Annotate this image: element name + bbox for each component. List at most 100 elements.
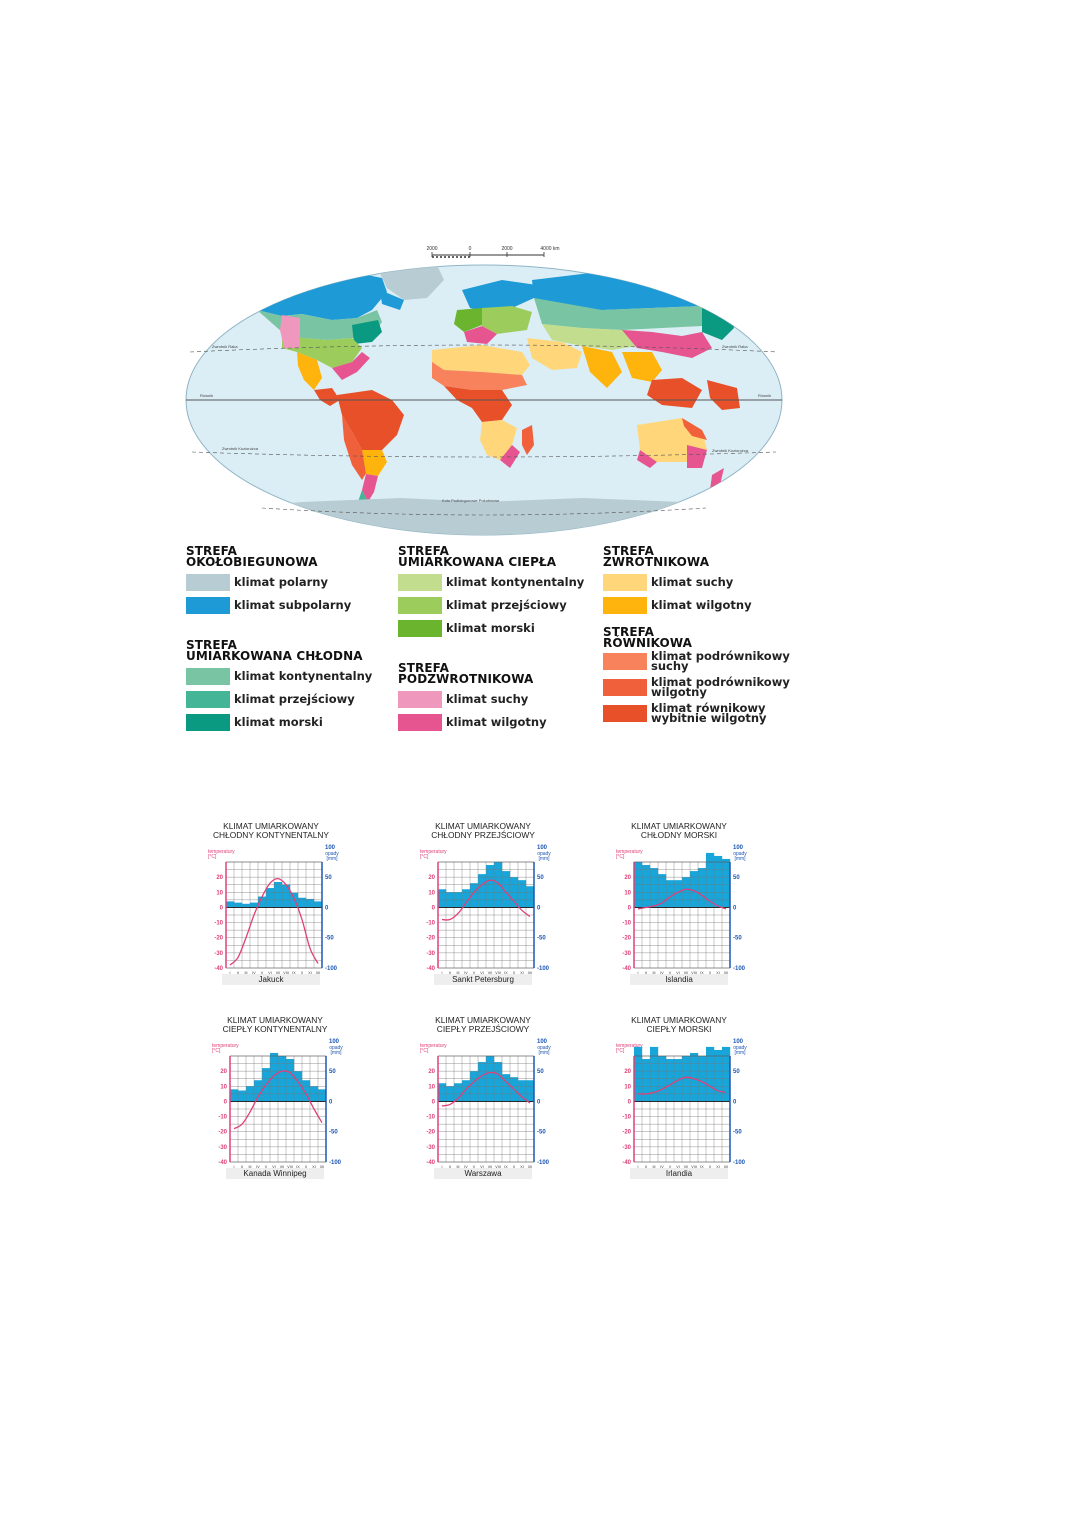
month-label: IX [292, 971, 296, 975]
month-label: IV [464, 971, 468, 975]
legend-item-ciep-przejsciowy: klimat przejściowy [398, 596, 584, 614]
precip-axis-unit: [mm] [330, 1050, 342, 1056]
month-label: XII [320, 1165, 324, 1169]
legend-label: klimat kontynentalny [234, 669, 373, 683]
legend-label: klimat wilgotny [446, 715, 547, 729]
month-label: VII [488, 971, 492, 975]
precip-tick-label: 50 [325, 875, 332, 881]
month-label: I [234, 1165, 235, 1169]
legend-item-zwr-wilgotny: klimat wilgotny [603, 596, 790, 614]
swatch-polarny [186, 573, 230, 591]
station-label: Warszawa [434, 1168, 532, 1179]
temp-tick-label: -40 [218, 1160, 227, 1166]
swatch-row-podr-wilgotny [603, 678, 647, 696]
month-label: VII [684, 971, 688, 975]
month-label: XII [528, 1165, 532, 1169]
precip-tick-label: 0 [733, 1099, 737, 1105]
zone-title-polar: STREFA OKOŁOBIEGUNOWA [186, 544, 318, 569]
legend-item-ciep-kontynentalny: klimat kontynentalny [398, 573, 584, 591]
temperature-line [441, 1071, 531, 1107]
precip-bar [462, 889, 471, 908]
temp-tick-label: 10 [624, 1084, 631, 1090]
legend-label: klimat morski [446, 621, 535, 635]
month-label: I [442, 971, 443, 975]
precip-tick-label: -50 [537, 936, 546, 942]
precip-bar [266, 888, 275, 908]
legend-item-subpolarny: klimat subpolarny [186, 596, 372, 614]
temp-tick-label: -20 [426, 1130, 435, 1136]
swatch-ciep-kontynentalny [398, 573, 442, 591]
climate-chart-sankt-petersburg: KLIMAT UMIARKOWANY CHŁODNY PRZEJŚCIOWY te… [418, 822, 558, 992]
world-map-svg: 2000 0 2000 4000 km [185, 246, 783, 536]
legend-item-podzw-suchy: klimat suchy [398, 690, 584, 708]
month-label: VIII [287, 1165, 292, 1169]
climate-chart-svg: temperatury[°C] opady[mm]20100-10-20-30-4… [616, 1039, 747, 1169]
legend-item-chl-morski: klimat morski [186, 713, 372, 731]
swatch-row-podr-suchy [603, 652, 647, 670]
precip-tick-label: 50 [733, 1069, 740, 1075]
tropic-capricorn-label-right: Zwrotnik Koziorożca [712, 448, 749, 453]
temperature-line [233, 1070, 323, 1130]
precip-bar [690, 1052, 699, 1102]
chart-title: KLIMAT UMIARKOWANY CHŁODNY MORSKI [631, 821, 727, 840]
temp-tick-label: -20 [622, 1130, 631, 1136]
month-label: V [265, 1165, 268, 1169]
month-label: VIII [283, 971, 288, 975]
month-label: X [301, 971, 304, 975]
month-label: XII [724, 971, 728, 975]
month-label: V [669, 971, 672, 975]
climate-chart-svg: temperatury[°C] opady[mm]20100-10-20-30-4… [616, 845, 747, 975]
swatch-chl-przejsciowy [186, 690, 230, 708]
zone-title-warm-temperate: STREFA UMIARKOWANA CIEPŁA [398, 544, 557, 569]
tropic-capricorn-label-left: Zwrotnik Koziorożca [222, 446, 259, 451]
precip-bar [666, 880, 675, 908]
legend-item-polarny: klimat polarny [186, 573, 372, 591]
precip-axis-unit: [mm] [538, 856, 550, 862]
precip-bar [470, 883, 479, 908]
legend-label: klimat przejściowy [446, 598, 567, 612]
precip-bar [242, 903, 251, 908]
climate-chart-svg: temperatury[°C] opady[mm]20100-10-20-30-4… [420, 845, 551, 975]
month-label: VIII [691, 971, 696, 975]
temp-axis-title: temperatury [420, 1043, 447, 1049]
scale-bar: 2000 0 2000 4000 km [426, 246, 560, 258]
precip-bar [462, 1080, 471, 1102]
precip-bar [254, 1080, 263, 1102]
chart-title: KLIMAT UMIARKOWANY CIEPŁY MORSKI [631, 1015, 727, 1034]
precip-tick-label: 100 [325, 845, 336, 851]
scale-label-2: 0 [469, 246, 472, 252]
precip-bar [226, 901, 235, 908]
month-label: IV [256, 1165, 260, 1169]
swatch-podzw-wilgotny [398, 713, 442, 731]
temp-axis-unit: [°C] [616, 1048, 625, 1054]
month-label: V [669, 1165, 672, 1169]
month-label: VI [272, 1165, 275, 1169]
precip-bar [706, 1046, 715, 1102]
month-label: VI [480, 971, 483, 975]
temp-tick-label: -10 [218, 1115, 227, 1121]
scale-label-1: 2000 [426, 246, 437, 252]
temp-axis-unit: [°C] [420, 854, 429, 860]
precip-bar [302, 1080, 311, 1102]
precip-bar [650, 868, 659, 908]
temp-tick-label: -10 [426, 1115, 435, 1121]
month-label: IV [464, 1165, 468, 1169]
month-label: XI [716, 1165, 719, 1169]
precip-bar [274, 881, 283, 908]
temp-tick-label: -20 [218, 1130, 227, 1136]
legend-label: klimat podrównikowy suchy [651, 649, 790, 673]
legend-label: klimat kontynentalny [446, 575, 585, 589]
month-label: III [653, 1165, 656, 1169]
temp-tick-label: -10 [622, 1115, 631, 1121]
station-label: Jakuck [222, 974, 320, 985]
legend-label: klimat morski [234, 715, 323, 729]
month-label: V [261, 971, 264, 975]
month-label: XI [520, 971, 523, 975]
precip-axis-unit: [mm] [734, 1050, 746, 1056]
precip-bar [526, 886, 535, 908]
legend-label: klimat przejściowy [234, 692, 355, 706]
precip-tick-label: 100 [329, 1039, 340, 1045]
precip-tick-label: -100 [537, 966, 550, 972]
precip-axis-unit: [mm] [734, 856, 746, 862]
legend-label: klimat suchy [446, 692, 529, 706]
